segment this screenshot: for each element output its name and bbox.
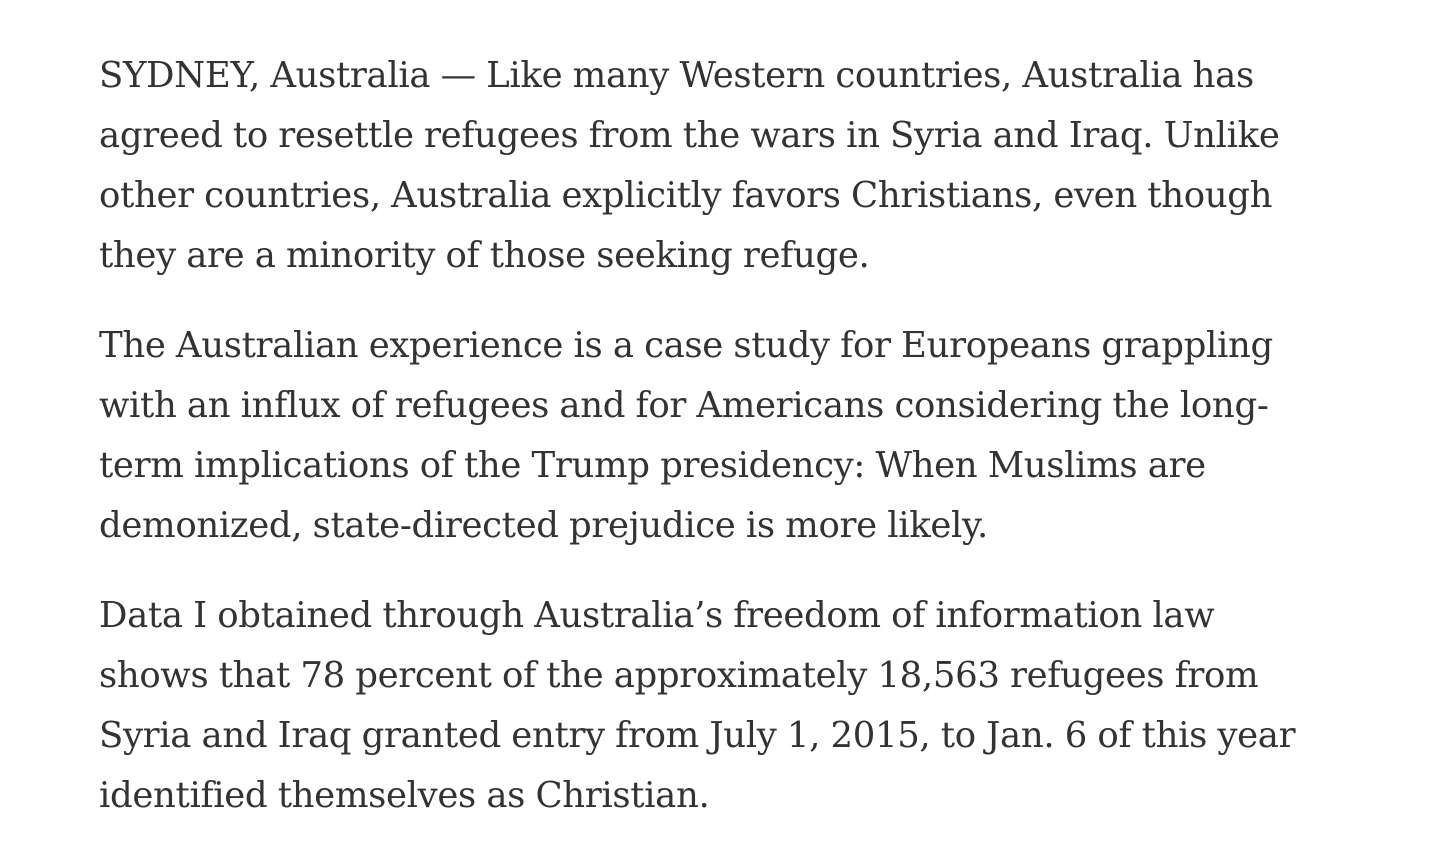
paragraph-line: they are a minority of those seeking ref…	[99, 235, 870, 276]
paragraph-line: agreed to resettle refugees from the war…	[99, 115, 1280, 156]
article-paragraph-2: The Australian experience is a case stud…	[99, 316, 1304, 556]
article-paragraph-1: SYDNEY, Australia — Like many Western co…	[99, 46, 1304, 286]
paragraph-line: SYDNEY, Australia — Like many Western co…	[99, 55, 1254, 96]
paragraph-line: identified themselves as Christian.	[99, 775, 710, 816]
article-paragraph-3: Data I obtained through Australia’s free…	[99, 586, 1304, 826]
paragraph-line: Syria and Iraq granted entry from July 1…	[99, 715, 1296, 756]
paragraph-line: term implications of the Trump presidenc…	[99, 445, 1206, 486]
paragraph-line: The Australian experience is a case stud…	[99, 325, 1273, 366]
paragraph-line: shows that 78 percent of the approximate…	[99, 655, 1259, 696]
article-body: SYDNEY, Australia — Like many Western co…	[99, 46, 1304, 856]
paragraph-line: demonized, state-directed prejudice is m…	[99, 505, 988, 546]
paragraph-line: other countries, Australia explicitly fa…	[99, 175, 1273, 216]
paragraph-line: Data I obtained through Australia’s free…	[99, 595, 1215, 636]
paragraph-line: with an influx of refugees and for Ameri…	[99, 385, 1269, 426]
